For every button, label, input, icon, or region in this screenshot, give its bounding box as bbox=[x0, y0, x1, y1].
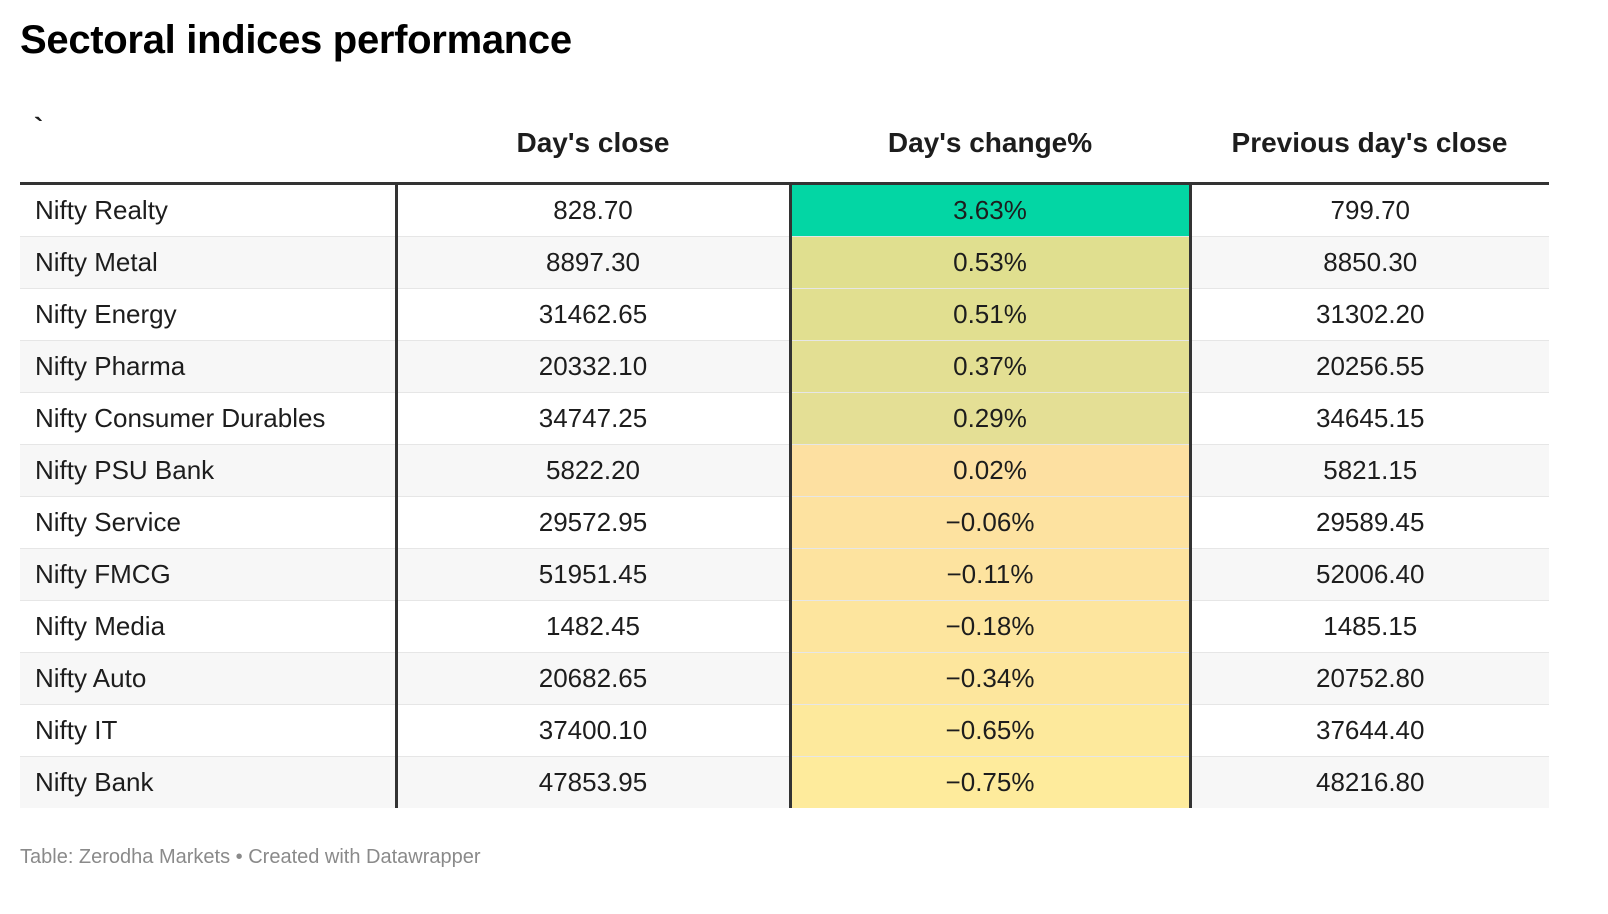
cell-index-name: Nifty PSU Bank bbox=[20, 444, 398, 497]
cell-index-name: Nifty Realty bbox=[20, 183, 398, 237]
cell-day-change: 3.63% bbox=[790, 183, 1192, 237]
cell-day-close: 828.70 bbox=[396, 183, 792, 237]
cell-day-change: 0.02% bbox=[790, 444, 1192, 497]
cell-previous-close: 20256.55 bbox=[1190, 340, 1549, 393]
header-row: ` Day's close Day's change% Previous day… bbox=[20, 104, 1549, 185]
source-footer: Table: Zerodha Markets • Created with Da… bbox=[20, 846, 481, 868]
table-row: Nifty Realty 828.70 3.63% 799.70 bbox=[20, 183, 1549, 237]
table-body: Nifty Realty 828.70 3.63% 799.70 Nifty Metal… bbox=[20, 183, 1549, 808]
cell-day-change: 0.51% bbox=[790, 288, 1192, 341]
table-row: Nifty Auto 20682.65 −0.34% 20752.80 bbox=[20, 652, 1549, 705]
cell-index-name: Nifty FMCG bbox=[20, 548, 398, 601]
cell-day-close: 31462.65 bbox=[396, 288, 792, 341]
cell-index-name: Nifty Auto bbox=[20, 652, 398, 705]
cell-previous-close: 31302.20 bbox=[1190, 288, 1549, 341]
cell-day-close: 1482.45 bbox=[396, 600, 792, 653]
cell-day-close: 5822.20 bbox=[396, 444, 792, 497]
table-row: Nifty FMCG 51951.45 −0.11% 52006.40 bbox=[20, 548, 1549, 601]
cell-day-change: −0.75% bbox=[790, 756, 1192, 808]
cell-index-name: Nifty Bank bbox=[20, 756, 398, 808]
table-header: ` Day's close Day's change% Previous day… bbox=[20, 104, 1549, 185]
table-row: Nifty Energy 31462.65 0.51% 31302.20 bbox=[20, 288, 1549, 341]
table-row: Nifty Service 29572.95 −0.06% 29589.45 bbox=[20, 496, 1549, 549]
column-header-previous-close[interactable]: Previous day's close bbox=[1190, 104, 1549, 185]
cell-previous-close: 48216.80 bbox=[1190, 756, 1549, 808]
column-header-day-change[interactable]: Day's change% bbox=[790, 104, 1190, 185]
page-title: Sectoral indices performance bbox=[20, 18, 572, 62]
cell-day-close: 51951.45 bbox=[396, 548, 792, 601]
table-row: Nifty Consumer Durables 34747.25 0.29% 3464… bbox=[20, 392, 1549, 445]
cell-day-close: 20682.65 bbox=[396, 652, 792, 705]
cell-index-name: Nifty Consumer Durables bbox=[20, 392, 398, 445]
cell-day-change: −0.18% bbox=[790, 600, 1192, 653]
column-header-day-close[interactable]: Day's close bbox=[396, 104, 790, 185]
table-row: Nifty IT 37400.10 −0.65% 37644.40 bbox=[20, 704, 1549, 757]
cell-previous-close: 20752.80 bbox=[1190, 652, 1549, 705]
table-row: Nifty Metal 8897.30 0.53% 8850.30 bbox=[20, 236, 1549, 289]
cell-previous-close: 34645.15 bbox=[1190, 392, 1549, 445]
cell-previous-close: 1485.15 bbox=[1190, 600, 1549, 653]
sectoral-table: ` Day's close Day's change% Previous day… bbox=[20, 104, 1549, 808]
cell-previous-close: 37644.40 bbox=[1190, 704, 1549, 757]
cell-index-name: Nifty Media bbox=[20, 600, 398, 653]
cell-index-name: Nifty Metal bbox=[20, 236, 398, 289]
cell-day-close: 34747.25 bbox=[396, 392, 792, 445]
cell-day-change: −0.34% bbox=[790, 652, 1192, 705]
cell-previous-close: 5821.15 bbox=[1190, 444, 1549, 497]
cell-index-name: Nifty IT bbox=[20, 704, 398, 757]
cell-day-close: 20332.10 bbox=[396, 340, 792, 393]
cell-day-close: 47853.95 bbox=[396, 756, 792, 808]
cell-previous-close: 52006.40 bbox=[1190, 548, 1549, 601]
cell-index-name: Nifty Pharma bbox=[20, 340, 398, 393]
column-header-name[interactable]: ` bbox=[20, 104, 396, 185]
table-row: Nifty Pharma 20332.10 0.37% 20256.55 bbox=[20, 340, 1549, 393]
cell-index-name: Nifty Energy bbox=[20, 288, 398, 341]
cell-day-close: 8897.30 bbox=[396, 236, 792, 289]
cell-day-change: −0.65% bbox=[790, 704, 1192, 757]
cell-day-close: 37400.10 bbox=[396, 704, 792, 757]
cell-day-close: 29572.95 bbox=[396, 496, 792, 549]
cell-day-change: 0.29% bbox=[790, 392, 1192, 445]
cell-previous-close: 8850.30 bbox=[1190, 236, 1549, 289]
table-row: Nifty Media 1482.45 −0.18% 1485.15 bbox=[20, 600, 1549, 653]
cell-day-change: −0.11% bbox=[790, 548, 1192, 601]
table-row: Nifty PSU Bank 5822.20 0.02% 5821.15 bbox=[20, 444, 1549, 497]
table-row: Nifty Bank 47853.95 −0.75% 48216.80 bbox=[20, 756, 1549, 808]
cell-index-name: Nifty Service bbox=[20, 496, 398, 549]
cell-day-change: −0.06% bbox=[790, 496, 1192, 549]
cell-previous-close: 29589.45 bbox=[1190, 496, 1549, 549]
cell-previous-close: 799.70 bbox=[1190, 183, 1549, 237]
cell-day-change: 0.37% bbox=[790, 340, 1192, 393]
cell-day-change: 0.53% bbox=[790, 236, 1192, 289]
